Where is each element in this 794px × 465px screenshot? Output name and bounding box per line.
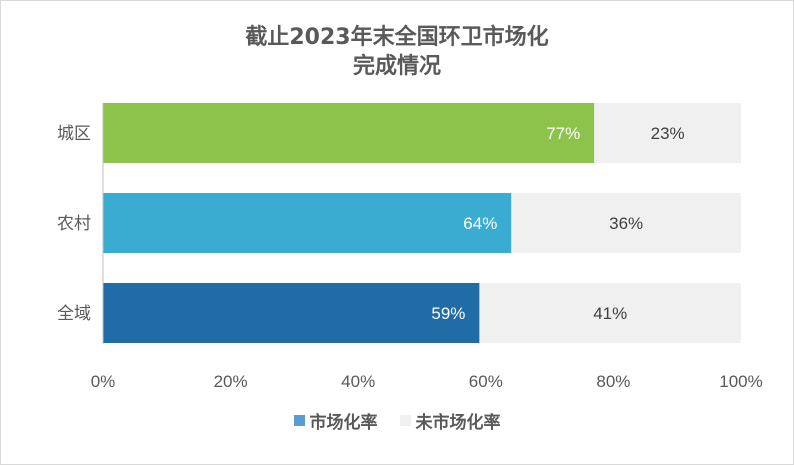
- data-label-non-marketized-1: 36%: [609, 214, 643, 233]
- legend-item-series-2: 未市场化率: [399, 408, 501, 433]
- category-label-0: 城区: [57, 124, 91, 144]
- x-tick-label-0: 0%: [91, 372, 116, 391]
- bar-non-marketized-0: [594, 103, 741, 163]
- chart-title-line-1: 截止2023年末全国环卫市场化: [245, 25, 549, 50]
- bar-marketized-1: [103, 193, 512, 253]
- legend-swatch-series-2: [399, 414, 411, 426]
- x-tick-label-2: 40%: [341, 372, 375, 391]
- legend-item-series-1: 市场化率: [293, 408, 378, 433]
- category-label-1: 农村: [57, 214, 91, 234]
- x-tick-label-3: 60%: [469, 372, 503, 391]
- chart-title: 截止2023年末全国环卫市场化 完成情况: [1, 23, 793, 81]
- chart-title-line-2: 完成情况: [352, 54, 441, 79]
- chart-legend: 市场化率 未市场化率: [1, 408, 793, 433]
- data-label-marketized-0: 77%: [546, 124, 580, 143]
- x-tick-label-1: 20%: [214, 372, 248, 391]
- bar-non-marketized-1: [511, 193, 741, 253]
- bar-non-marketized-2: [479, 283, 741, 343]
- legend-label-series-1: 市场化率: [309, 412, 378, 433]
- data-label-non-marketized-0: 23%: [651, 124, 685, 143]
- data-label-non-marketized-2: 41%: [593, 304, 627, 323]
- bar-marketized-2: [103, 283, 480, 343]
- legend-swatch-series-1: [293, 414, 305, 426]
- category-label-2: 全域: [57, 304, 91, 324]
- data-label-marketized-1: 64%: [463, 214, 497, 233]
- data-label-marketized-2: 59%: [431, 304, 465, 323]
- legend-label-series-2: 未市场化率: [415, 412, 501, 433]
- x-tick-label-5: 100%: [719, 372, 762, 391]
- x-tick-label-4: 80%: [596, 372, 630, 391]
- bar-marketized-0: [103, 103, 595, 163]
